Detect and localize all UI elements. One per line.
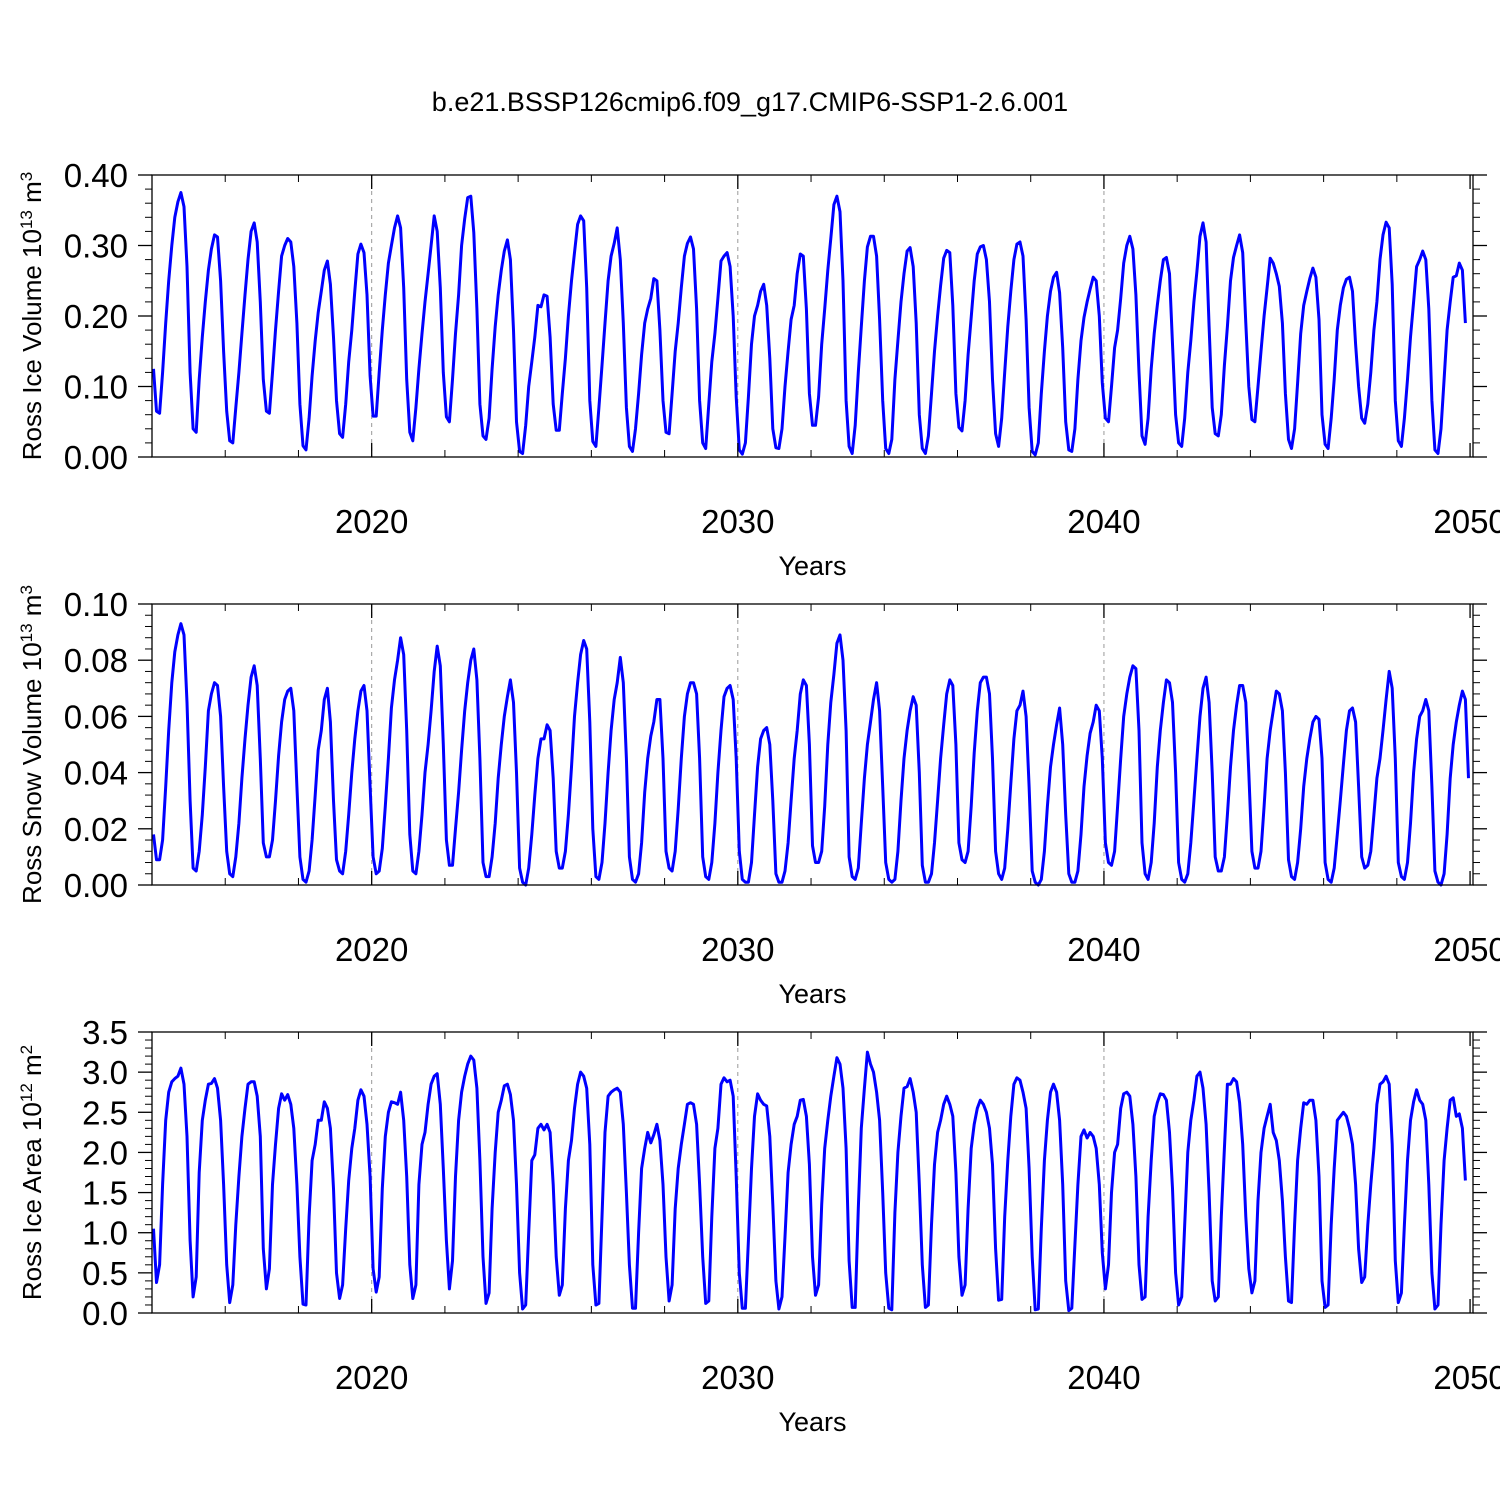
y-label-unit: m — [17, 181, 47, 210]
plot-frame — [151, 603, 1474, 886]
y-tick-label: 1.0 — [82, 1215, 128, 1252]
y-tick-label: 0.20 — [64, 298, 128, 335]
y-label-unit: m — [17, 595, 47, 624]
x-tick-label: 2050 — [1433, 931, 1500, 968]
x-tick-label: 2040 — [1067, 503, 1140, 540]
y-label-unit: m — [17, 1054, 47, 1083]
x-tick-label: 2050 — [1433, 1359, 1500, 1396]
y-label-exponent: 13 — [17, 623, 36, 642]
y-tick-label: 0.00 — [64, 439, 128, 476]
x-axis-label: Years — [778, 979, 846, 1009]
x-axis-label: Years — [778, 1407, 846, 1437]
plot-frame — [151, 1031, 1474, 1314]
y-tick-label: 2.0 — [82, 1134, 128, 1171]
x-axis-label: Years — [778, 551, 846, 581]
y-tick-label: 0.0 — [82, 1295, 128, 1332]
y-tick-label: 0.00 — [64, 867, 128, 904]
series-line — [152, 191, 1467, 457]
y-label-unit-exponent: 2 — [17, 1045, 36, 1054]
y-tick-label: 0.10 — [64, 586, 128, 623]
x-tick-label: 2040 — [1067, 931, 1140, 968]
y-tick-label: 0.40 — [64, 157, 128, 194]
y-label-unit-exponent: 3 — [17, 172, 36, 181]
x-tick-label: 2040 — [1067, 1359, 1140, 1396]
chart-panel-2: 0.00 0.02 0.04 0.06 0.08 0.10 2020 2030 2040 2050… — [17, 585, 1500, 1009]
y-axis-label: Ross Ice Volume 1013 m3 — [17, 172, 47, 461]
figure-title: b.e21.BSSP126cmip6.f09_g17.CMIP6-SSP1-2.… — [432, 87, 1068, 117]
x-tick-label: 2050 — [1433, 503, 1500, 540]
chart-panel-1: 0.00 0.10 0.20 0.30 0.40 2020 2030 2040 2050 Year… — [17, 157, 1500, 581]
y-label-unit-exponent: 3 — [17, 585, 36, 594]
y-tick-label: 0.06 — [64, 698, 128, 735]
y-label-text: Ross Ice Area 10 — [17, 1102, 47, 1300]
series-line — [152, 622, 1470, 887]
y-tick-label: 1.5 — [82, 1175, 128, 1212]
y-tick-label: 0.30 — [64, 228, 128, 265]
y-axis-label: Ross Ice Area 1012 m2 — [17, 1045, 47, 1300]
y-label-text: Ross Snow Volume 10 — [17, 642, 47, 904]
x-tick-label: 2020 — [335, 503, 408, 540]
x-tick-label: 2020 — [335, 931, 408, 968]
panels: 0.00 0.10 0.20 0.30 0.40 2020 2030 2040 2050 Year… — [17, 157, 1500, 1437]
y-label-text: Ross Ice Volume 10 — [17, 229, 47, 460]
y-tick-label: 0.04 — [64, 755, 128, 792]
y-tick-label: 3.5 — [82, 1014, 128, 1051]
x-tick-label: 2020 — [335, 1359, 408, 1396]
x-tick-label: 2030 — [701, 1359, 774, 1396]
y-tick-label: 0.5 — [82, 1255, 128, 1292]
chart-panel-3: 0.00.51.01.5 2.02.53.03.5 2020 2030 2040 2050… — [17, 1014, 1500, 1437]
y-tick-label: 0.08 — [64, 642, 128, 679]
x-tick-label: 2030 — [701, 503, 774, 540]
y-tick-label: 0.10 — [64, 369, 128, 406]
y-axis-label: Ross Snow Volume 1013 m3 — [17, 585, 47, 904]
y-tick-label: 2.5 — [82, 1094, 128, 1131]
y-label-exponent: 13 — [17, 210, 36, 229]
x-tick-label: 2030 — [701, 931, 774, 968]
y-tick-label: 0.02 — [64, 811, 128, 848]
y-tick-label: 3.0 — [82, 1054, 128, 1091]
y-label-exponent: 12 — [17, 1083, 36, 1102]
series-line — [152, 1050, 1467, 1313]
